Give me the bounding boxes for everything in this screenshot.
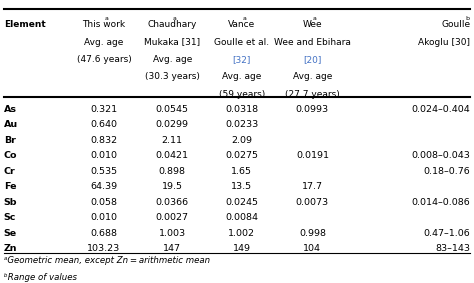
Text: Avg. age: Avg. age: [293, 72, 332, 82]
Text: Br: Br: [4, 136, 16, 145]
Text: 0.010: 0.010: [91, 213, 118, 222]
Text: 0.0421: 0.0421: [155, 151, 189, 160]
Text: 19.5: 19.5: [162, 182, 182, 191]
Text: 0.0318: 0.0318: [225, 104, 258, 113]
Text: 103.23: 103.23: [87, 245, 120, 253]
Text: 0.321: 0.321: [91, 104, 118, 113]
Text: a: a: [104, 16, 108, 21]
Text: [20]: [20]: [303, 55, 321, 64]
Text: 0.0027: 0.0027: [155, 213, 189, 222]
Text: 83–143: 83–143: [435, 245, 470, 253]
Text: 0.535: 0.535: [91, 167, 118, 176]
Text: 1.65: 1.65: [231, 167, 252, 176]
Text: 0.008–0.043: 0.008–0.043: [411, 151, 470, 160]
Text: Avg. age: Avg. age: [222, 72, 261, 82]
Text: 1.003: 1.003: [159, 229, 186, 238]
Text: This work: This work: [82, 20, 126, 29]
Text: 0.024–0.404: 0.024–0.404: [411, 104, 470, 113]
Text: (30.3 years): (30.3 years): [145, 72, 200, 82]
Text: Avg. age: Avg. age: [84, 38, 124, 47]
Text: ᵇRange of values: ᵇRange of values: [4, 273, 77, 282]
Text: Chaudhary: Chaudhary: [147, 20, 197, 29]
Text: 0.898: 0.898: [159, 167, 186, 176]
Text: Wee: Wee: [302, 20, 322, 29]
Text: 0.832: 0.832: [91, 136, 118, 145]
Text: 0.688: 0.688: [91, 229, 118, 238]
Text: (47.6 years): (47.6 years): [76, 55, 131, 64]
Text: 0.0233: 0.0233: [225, 120, 258, 129]
Text: 64.39: 64.39: [91, 182, 118, 191]
Text: Sc: Sc: [4, 213, 16, 222]
Text: 0.0245: 0.0245: [225, 198, 258, 207]
Text: 2.11: 2.11: [162, 136, 182, 145]
Text: Se: Se: [4, 229, 17, 238]
Text: 0.47–1.06: 0.47–1.06: [423, 229, 470, 238]
Text: 149: 149: [233, 245, 251, 253]
Text: a: a: [173, 16, 176, 21]
Text: 0.0993: 0.0993: [296, 104, 329, 113]
Text: 0.0191: 0.0191: [296, 151, 329, 160]
Text: Avg. age: Avg. age: [153, 55, 192, 64]
Text: 17.7: 17.7: [302, 182, 323, 191]
Text: (27.7 years): (27.7 years): [285, 90, 340, 99]
Text: b: b: [466, 16, 470, 21]
Text: 0.0299: 0.0299: [155, 120, 189, 129]
Text: Akoglu [30]: Akoglu [30]: [418, 38, 470, 47]
Text: 1.002: 1.002: [228, 229, 255, 238]
Text: As: As: [4, 104, 17, 113]
Text: 0.0084: 0.0084: [225, 213, 258, 222]
Text: Element: Element: [4, 20, 46, 29]
Text: Wee and Ebihara: Wee and Ebihara: [274, 38, 351, 47]
Text: Goulle: Goulle: [441, 20, 470, 29]
Text: a: a: [313, 16, 317, 21]
Text: Cr: Cr: [4, 167, 16, 176]
Text: 0.0073: 0.0073: [296, 198, 329, 207]
Text: 147: 147: [163, 245, 181, 253]
Text: Goulle et al.: Goulle et al.: [214, 38, 269, 47]
Text: ᵃGeometric mean, except Zn = arithmetic mean: ᵃGeometric mean, except Zn = arithmetic …: [4, 256, 210, 265]
Text: 0.014–0.086: 0.014–0.086: [411, 198, 470, 207]
Text: 104: 104: [303, 245, 321, 253]
Text: Au: Au: [4, 120, 18, 129]
Text: Vance: Vance: [228, 20, 255, 29]
Text: [32]: [32]: [233, 55, 251, 64]
Text: 0.998: 0.998: [299, 229, 326, 238]
Text: 0.0275: 0.0275: [225, 151, 258, 160]
Text: 0.640: 0.640: [91, 120, 118, 129]
Text: (59 years): (59 years): [219, 90, 265, 99]
Text: Co: Co: [4, 151, 17, 160]
Text: a: a: [242, 16, 246, 21]
Text: 0.010: 0.010: [91, 151, 118, 160]
Text: 0.0545: 0.0545: [155, 104, 189, 113]
Text: Zn: Zn: [4, 245, 17, 253]
Text: Fe: Fe: [4, 182, 16, 191]
Text: Mukaka [31]: Mukaka [31]: [144, 38, 201, 47]
Text: 0.0366: 0.0366: [155, 198, 189, 207]
Text: 2.09: 2.09: [231, 136, 252, 145]
Text: 0.058: 0.058: [91, 198, 118, 207]
Text: 13.5: 13.5: [231, 182, 252, 191]
Text: 0.18–0.76: 0.18–0.76: [423, 167, 470, 176]
Text: Sb: Sb: [4, 198, 17, 207]
